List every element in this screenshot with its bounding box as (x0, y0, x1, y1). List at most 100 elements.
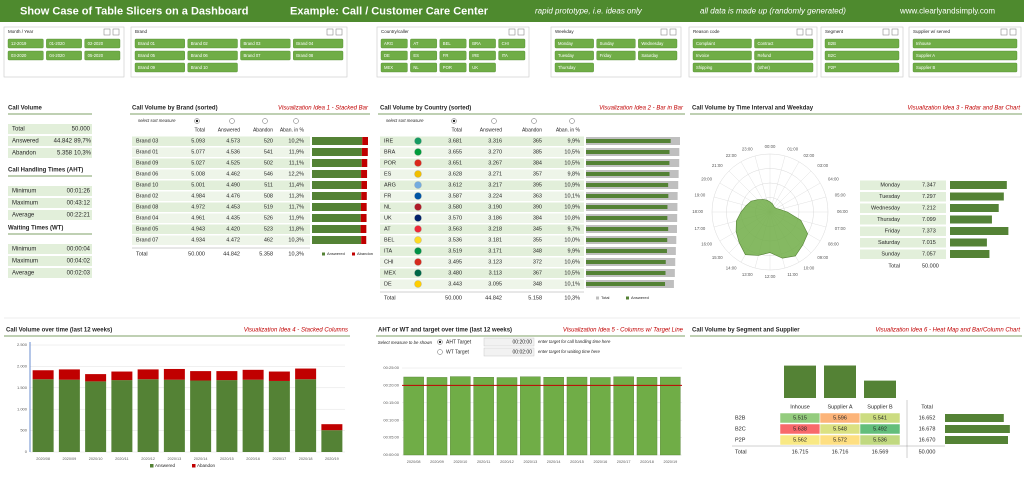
total-cell: 16.569 (872, 449, 889, 455)
column (403, 376, 424, 456)
slicer-button[interactable] (84, 50, 121, 61)
slicer-button[interactable] (912, 50, 1018, 61)
slicer-button[interactable] (380, 38, 408, 49)
slicer-button[interactable] (554, 50, 594, 61)
slicer-button[interactable] (638, 50, 678, 61)
slicer-button[interactable] (469, 38, 496, 49)
sort-radio[interactable] (491, 118, 497, 124)
clear-filter-icon[interactable] (805, 28, 813, 36)
slicer-title: Country/caller (381, 29, 409, 34)
clear-filter-icon[interactable] (669, 28, 677, 36)
slicer-button[interactable] (293, 38, 344, 49)
slicer-button[interactable] (410, 62, 437, 73)
slicer-button[interactable] (638, 38, 678, 49)
slicer-button[interactable] (912, 38, 1018, 49)
slicer-button[interactable] (554, 62, 594, 73)
multi-select-icon[interactable] (882, 28, 890, 36)
bar-answered (586, 183, 669, 187)
slicer-button[interactable] (824, 38, 900, 49)
slicer-button[interactable] (439, 38, 467, 49)
y-tick-label: 00:00:00 (383, 452, 399, 457)
table-row (380, 158, 584, 168)
cell: 4.462 (226, 171, 240, 177)
slicer-button[interactable] (692, 62, 752, 73)
clear-filter-icon[interactable] (891, 28, 899, 36)
clear-filter-icon[interactable] (517, 28, 525, 36)
slicer-button[interactable] (439, 62, 467, 73)
slicer-button[interactable] (554, 38, 594, 49)
cell: 4.961 (191, 215, 205, 221)
cell: 3.480 (448, 270, 462, 276)
multi-select-icon[interactable] (660, 28, 668, 36)
slicer-button[interactable] (240, 38, 291, 49)
panel-title: Call Volume over time (last 12 weeks) (6, 328, 112, 334)
multi-select-icon[interactable] (796, 28, 804, 36)
slicer-button[interactable] (596, 50, 636, 61)
y-tick-label: 500 (20, 428, 27, 433)
total-cell: 16.716 (832, 449, 849, 455)
slicer-button[interactable] (692, 50, 752, 61)
slicer-button[interactable] (912, 62, 1018, 73)
bar-answered (312, 192, 362, 200)
multi-select-icon[interactable] (1000, 28, 1008, 36)
slicer-button[interactable] (84, 38, 121, 49)
weekday-bar (950, 238, 987, 247)
slicer-button[interactable] (187, 62, 238, 73)
table-row (380, 191, 584, 201)
sort-radio[interactable] (229, 118, 235, 124)
sort-radio[interactable] (569, 118, 575, 124)
clear-filter-icon[interactable] (112, 28, 120, 36)
slicer-item: Brand 10 (191, 65, 209, 70)
target-input[interactable] (483, 347, 535, 357)
slicer-button[interactable] (469, 62, 496, 73)
kpi-title: Waiting Times (WT) (8, 226, 63, 232)
radar-hour-label: 12:00 (765, 274, 776, 279)
slicer-button[interactable] (380, 62, 408, 73)
slicer-button[interactable] (596, 38, 636, 49)
slicer-button[interactable] (7, 50, 44, 61)
clear-filter-icon[interactable] (1009, 28, 1017, 36)
cell: 5.562 (793, 437, 807, 443)
multi-select-icon[interactable] (103, 28, 111, 36)
slicer-button[interactable] (754, 50, 814, 61)
slicer-button[interactable] (187, 38, 238, 49)
clear-filter-icon[interactable] (335, 28, 343, 36)
slicer-button[interactable] (7, 38, 44, 49)
measure-radio[interactable] (437, 349, 443, 355)
cell: 345 (533, 226, 542, 232)
slicer-button[interactable] (134, 62, 185, 73)
slicer-button[interactable] (46, 38, 82, 49)
slicer-button[interactable] (187, 50, 238, 61)
slicer-button[interactable] (134, 38, 185, 49)
radar-hour-label: 17:00 (695, 226, 706, 231)
slicer-button[interactable] (293, 50, 344, 61)
multi-select-icon[interactable] (508, 28, 516, 36)
bar-answered (312, 225, 361, 233)
row-label: ARG (384, 182, 396, 188)
cell: 5.515 (793, 415, 807, 421)
slicer-button[interactable] (439, 50, 467, 61)
slicer-button[interactable] (46, 50, 82, 61)
slicer-button[interactable] (410, 38, 437, 49)
slicer-button[interactable] (498, 38, 526, 49)
slicer-button[interactable] (754, 38, 814, 49)
slicer-button[interactable] (824, 50, 900, 61)
slicer-button[interactable] (824, 62, 900, 73)
slicer-button[interactable] (754, 62, 814, 73)
slicer-button[interactable] (410, 50, 437, 61)
slicer-button[interactable] (692, 38, 752, 49)
radar-hour-label: 21:00 (712, 163, 723, 168)
sort-radio[interactable] (293, 118, 299, 124)
slicer-button[interactable] (498, 50, 526, 61)
sort-radio[interactable] (262, 118, 268, 124)
target-input[interactable] (483, 337, 535, 347)
slicer-item: Tuesday (558, 53, 575, 58)
slicer-button[interactable] (240, 50, 291, 61)
slicer-button[interactable] (134, 50, 185, 61)
slicer-button[interactable] (469, 50, 496, 61)
column-segment (216, 371, 238, 381)
row-label: Brand 10 (136, 182, 158, 188)
multi-select-icon[interactable] (326, 28, 334, 36)
slicer-button[interactable] (380, 50, 408, 61)
sort-radio[interactable] (531, 118, 537, 124)
